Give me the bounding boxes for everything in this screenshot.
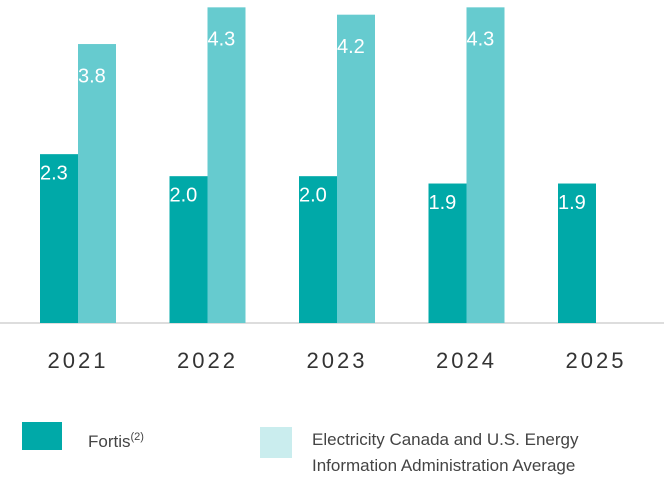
legend-entry: Fortis(2) xyxy=(88,424,144,455)
bar xyxy=(466,7,505,323)
legend-swatch xyxy=(22,422,62,450)
bar xyxy=(78,44,116,323)
legend-entry: Electricity Canada and U.S. Energy Infor… xyxy=(312,427,664,479)
data-label: 1.9 xyxy=(558,192,586,214)
data-label: 1.9 xyxy=(429,192,457,214)
data-label: 4.3 xyxy=(208,29,236,51)
bar xyxy=(207,7,246,323)
bar xyxy=(40,154,78,323)
data-label: 2.0 xyxy=(299,184,327,206)
legend-label: Fortis xyxy=(88,432,131,451)
bar xyxy=(169,176,208,323)
x-tick-label: 2024 xyxy=(436,348,497,373)
bar xyxy=(428,183,467,323)
legend-swatch xyxy=(260,427,292,458)
x-tick-label: 2023 xyxy=(307,348,368,373)
bar xyxy=(299,176,337,323)
legend-footnote: (2) xyxy=(130,431,144,443)
x-tick-label: 2021 xyxy=(48,348,109,373)
chart: 2021 2.3 3.8 2022 2.0 4.3 2023 2.0 4.2 2024 1.9 4.3… xyxy=(0,7,664,373)
x-tick-label: 2025 xyxy=(566,348,627,373)
x-tick-label: 2022 xyxy=(177,348,238,373)
bar xyxy=(337,14,375,323)
bar xyxy=(558,183,596,323)
data-label: 2.0 xyxy=(170,184,198,206)
legend-label: Electricity Canada and U.S. Energy Infor… xyxy=(312,430,579,475)
data-label: 2.3 xyxy=(40,162,68,184)
data-label: 4.2 xyxy=(337,36,365,58)
data-label: 4.3 xyxy=(467,29,495,51)
data-label: 3.8 xyxy=(78,65,106,87)
